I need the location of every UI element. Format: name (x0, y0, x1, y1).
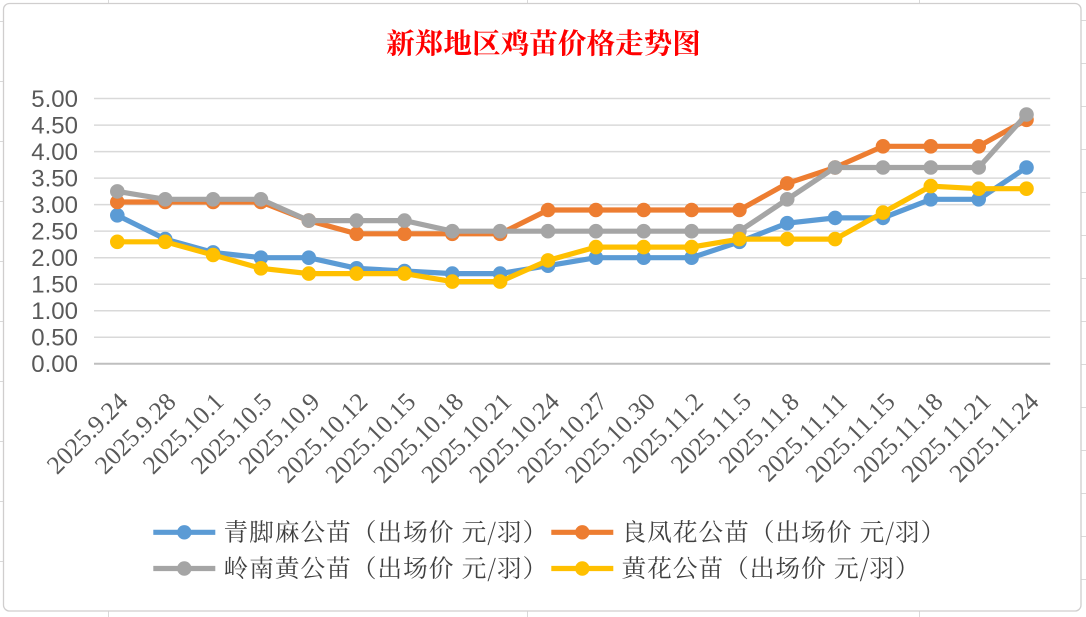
svg-text:1.00: 1.00 (31, 298, 78, 325)
svg-text:4.00: 4.00 (31, 139, 78, 166)
svg-text:3.00: 3.00 (31, 192, 78, 219)
svg-text:2.00: 2.00 (31, 245, 78, 272)
svg-text:4.50: 4.50 (31, 112, 78, 139)
svg-text:0.50: 0.50 (31, 324, 78, 351)
svg-text:2.50: 2.50 (31, 218, 78, 245)
svg-text:1.50: 1.50 (31, 271, 78, 298)
svg-text:3.50: 3.50 (31, 165, 78, 192)
svg-text:5.00: 5.00 (31, 86, 78, 113)
svg-text:0.00: 0.00 (31, 351, 78, 378)
